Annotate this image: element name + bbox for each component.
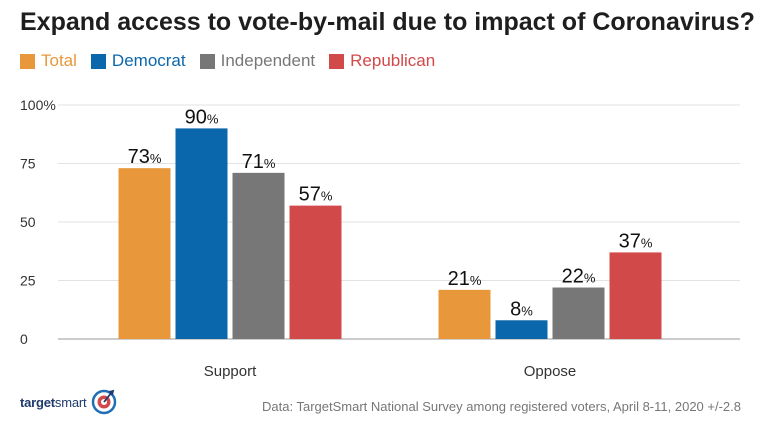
target-icon (92, 389, 117, 415)
legend-swatch-republican (329, 53, 345, 69)
legend-label-independent: Independent (220, 51, 316, 70)
bar (232, 172, 285, 339)
legend: Total Democrat Independent Republican (20, 51, 435, 71)
data-label: 22% (562, 266, 596, 288)
targetsmart-logo: targetsmart (20, 388, 118, 416)
legend-label-democrat: Democrat (111, 51, 186, 70)
bar (175, 128, 228, 339)
logo-text: targetsmart (20, 394, 87, 410)
data-label-unit: % (470, 273, 482, 288)
data-label: 8% (510, 298, 533, 320)
data-label-unit: % (321, 189, 333, 204)
bar (118, 168, 171, 339)
logo-text-a: target (20, 394, 55, 410)
data-label: 73% (128, 146, 162, 168)
y-tick-label: 50 (20, 214, 36, 230)
legend-item-democrat: Democrat (90, 51, 186, 71)
legend-item-independent: Independent (199, 51, 316, 71)
data-label-unit: % (521, 303, 533, 318)
legend-swatch-democrat (90, 53, 106, 69)
y-tick-label: 75 (20, 156, 36, 172)
bar (495, 320, 548, 339)
bar (289, 205, 342, 339)
legend-item-total: Total (20, 51, 77, 71)
chart-title: Expand access to vote-by-mail due to imp… (20, 8, 755, 36)
y-tick-label: 0 (20, 331, 28, 347)
data-label-unit: % (264, 156, 276, 171)
y-tick-label: 25 (20, 273, 36, 289)
data-label-unit: % (207, 111, 219, 126)
data-label: 71% (242, 151, 276, 173)
legend-swatch-total (20, 53, 35, 69)
y-tick-label: 100% (20, 97, 56, 113)
legend-label-total: Total (41, 51, 77, 70)
data-label: 90% (185, 106, 219, 128)
source-note: Data: TargetSmart National Survey among … (262, 399, 741, 414)
legend-swatch-independent (199, 53, 215, 69)
logo-text-b: smart (54, 394, 87, 410)
data-label-unit: % (641, 235, 653, 250)
data-label: 57% (299, 184, 333, 206)
x-tick-label: Support (204, 363, 257, 380)
bar (438, 289, 491, 339)
data-label-unit: % (584, 271, 596, 286)
legend-item-republican: Republican (329, 51, 435, 71)
legend-label-republican: Republican (350, 51, 436, 70)
bar (552, 287, 605, 339)
bar (609, 252, 662, 339)
data-label-unit: % (150, 151, 162, 166)
data-label: 21% (448, 268, 482, 290)
x-tick-label: Oppose (524, 363, 577, 380)
data-label: 37% (619, 230, 653, 252)
